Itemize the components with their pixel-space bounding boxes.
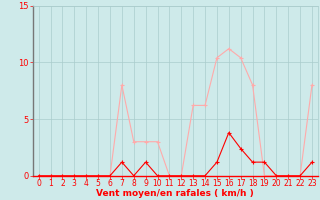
X-axis label: Vent moyen/en rafales ( km/h ): Vent moyen/en rafales ( km/h ) [96, 189, 254, 198]
